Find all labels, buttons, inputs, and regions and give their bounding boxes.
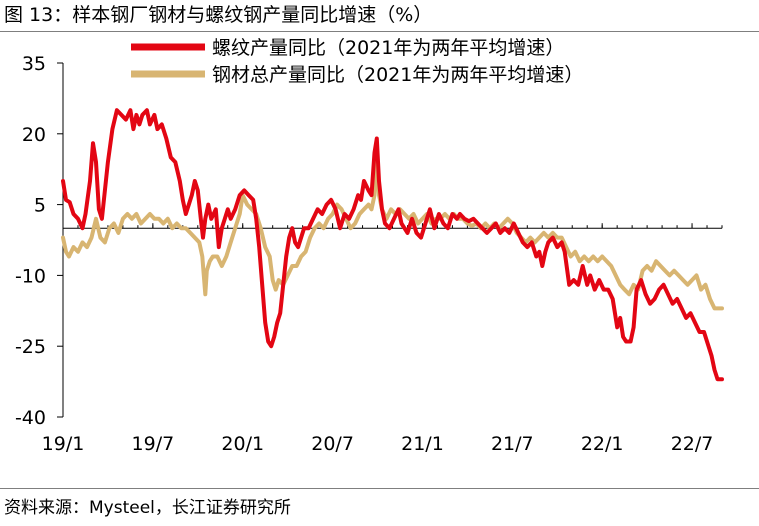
x-tick-label: 20/7	[311, 433, 354, 455]
x-tick-label: 21/1	[401, 433, 444, 455]
y-tick-label: 20	[22, 124, 46, 146]
y-tick-label: -10	[15, 265, 46, 287]
y-tick-label: 5	[34, 195, 46, 217]
x-tick-label: 22/1	[581, 433, 624, 455]
x-tick-label: 22/7	[671, 433, 714, 455]
figure-title: 图 13：样本钢厂钢材与螺纹钢产量同比增速（%）	[4, 4, 433, 26]
line-chart: 螺纹产量同比（2021年为两年平均增速） 钢材总产量同比（2021年为两年平均增速…	[15, 37, 724, 455]
source-divider	[0, 488, 759, 489]
x-tick-label: 19/1	[42, 433, 85, 455]
y-tick-label: -25	[15, 336, 46, 358]
series-line-steel	[61, 150, 724, 311]
x-tick-label: 21/7	[491, 433, 534, 455]
x-tick-label: 19/7	[132, 433, 175, 455]
x-axis: 19/1 19/7 20/1 20/7 21/1 21/7 22/1 22/7	[42, 223, 723, 455]
legend-label-rebar: 螺纹产量同比（2021年为两年平均增速）	[212, 37, 564, 59]
title-divider	[0, 31, 759, 32]
y-tick-label: 35	[22, 53, 46, 75]
series-layer	[61, 108, 724, 382]
series-line-rebar	[61, 108, 724, 382]
y-tick-label: -40	[15, 407, 46, 429]
source-note: 资料来源：Mysteel，长江证券研究所	[4, 498, 291, 518]
legend: 螺纹产量同比（2021年为两年平均增速） 钢材总产量同比（2021年为两年平均增速…	[131, 37, 583, 86]
x-tick-label: 20/1	[221, 433, 264, 455]
legend-label-steel: 钢材总产量同比（2021年为两年平均增速）	[212, 64, 583, 86]
y-axis: 35 20 5 -10 -25 -40	[15, 53, 64, 429]
